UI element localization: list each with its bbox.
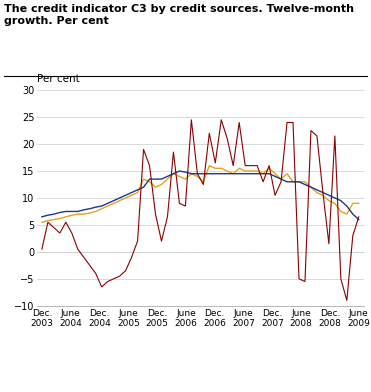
- Text: The credit indicator C3 by credit sources. Twelve-month
growth. Per cent: The credit indicator C3 by credit source…: [4, 4, 354, 25]
- Text: Per cent: Per cent: [37, 74, 80, 84]
